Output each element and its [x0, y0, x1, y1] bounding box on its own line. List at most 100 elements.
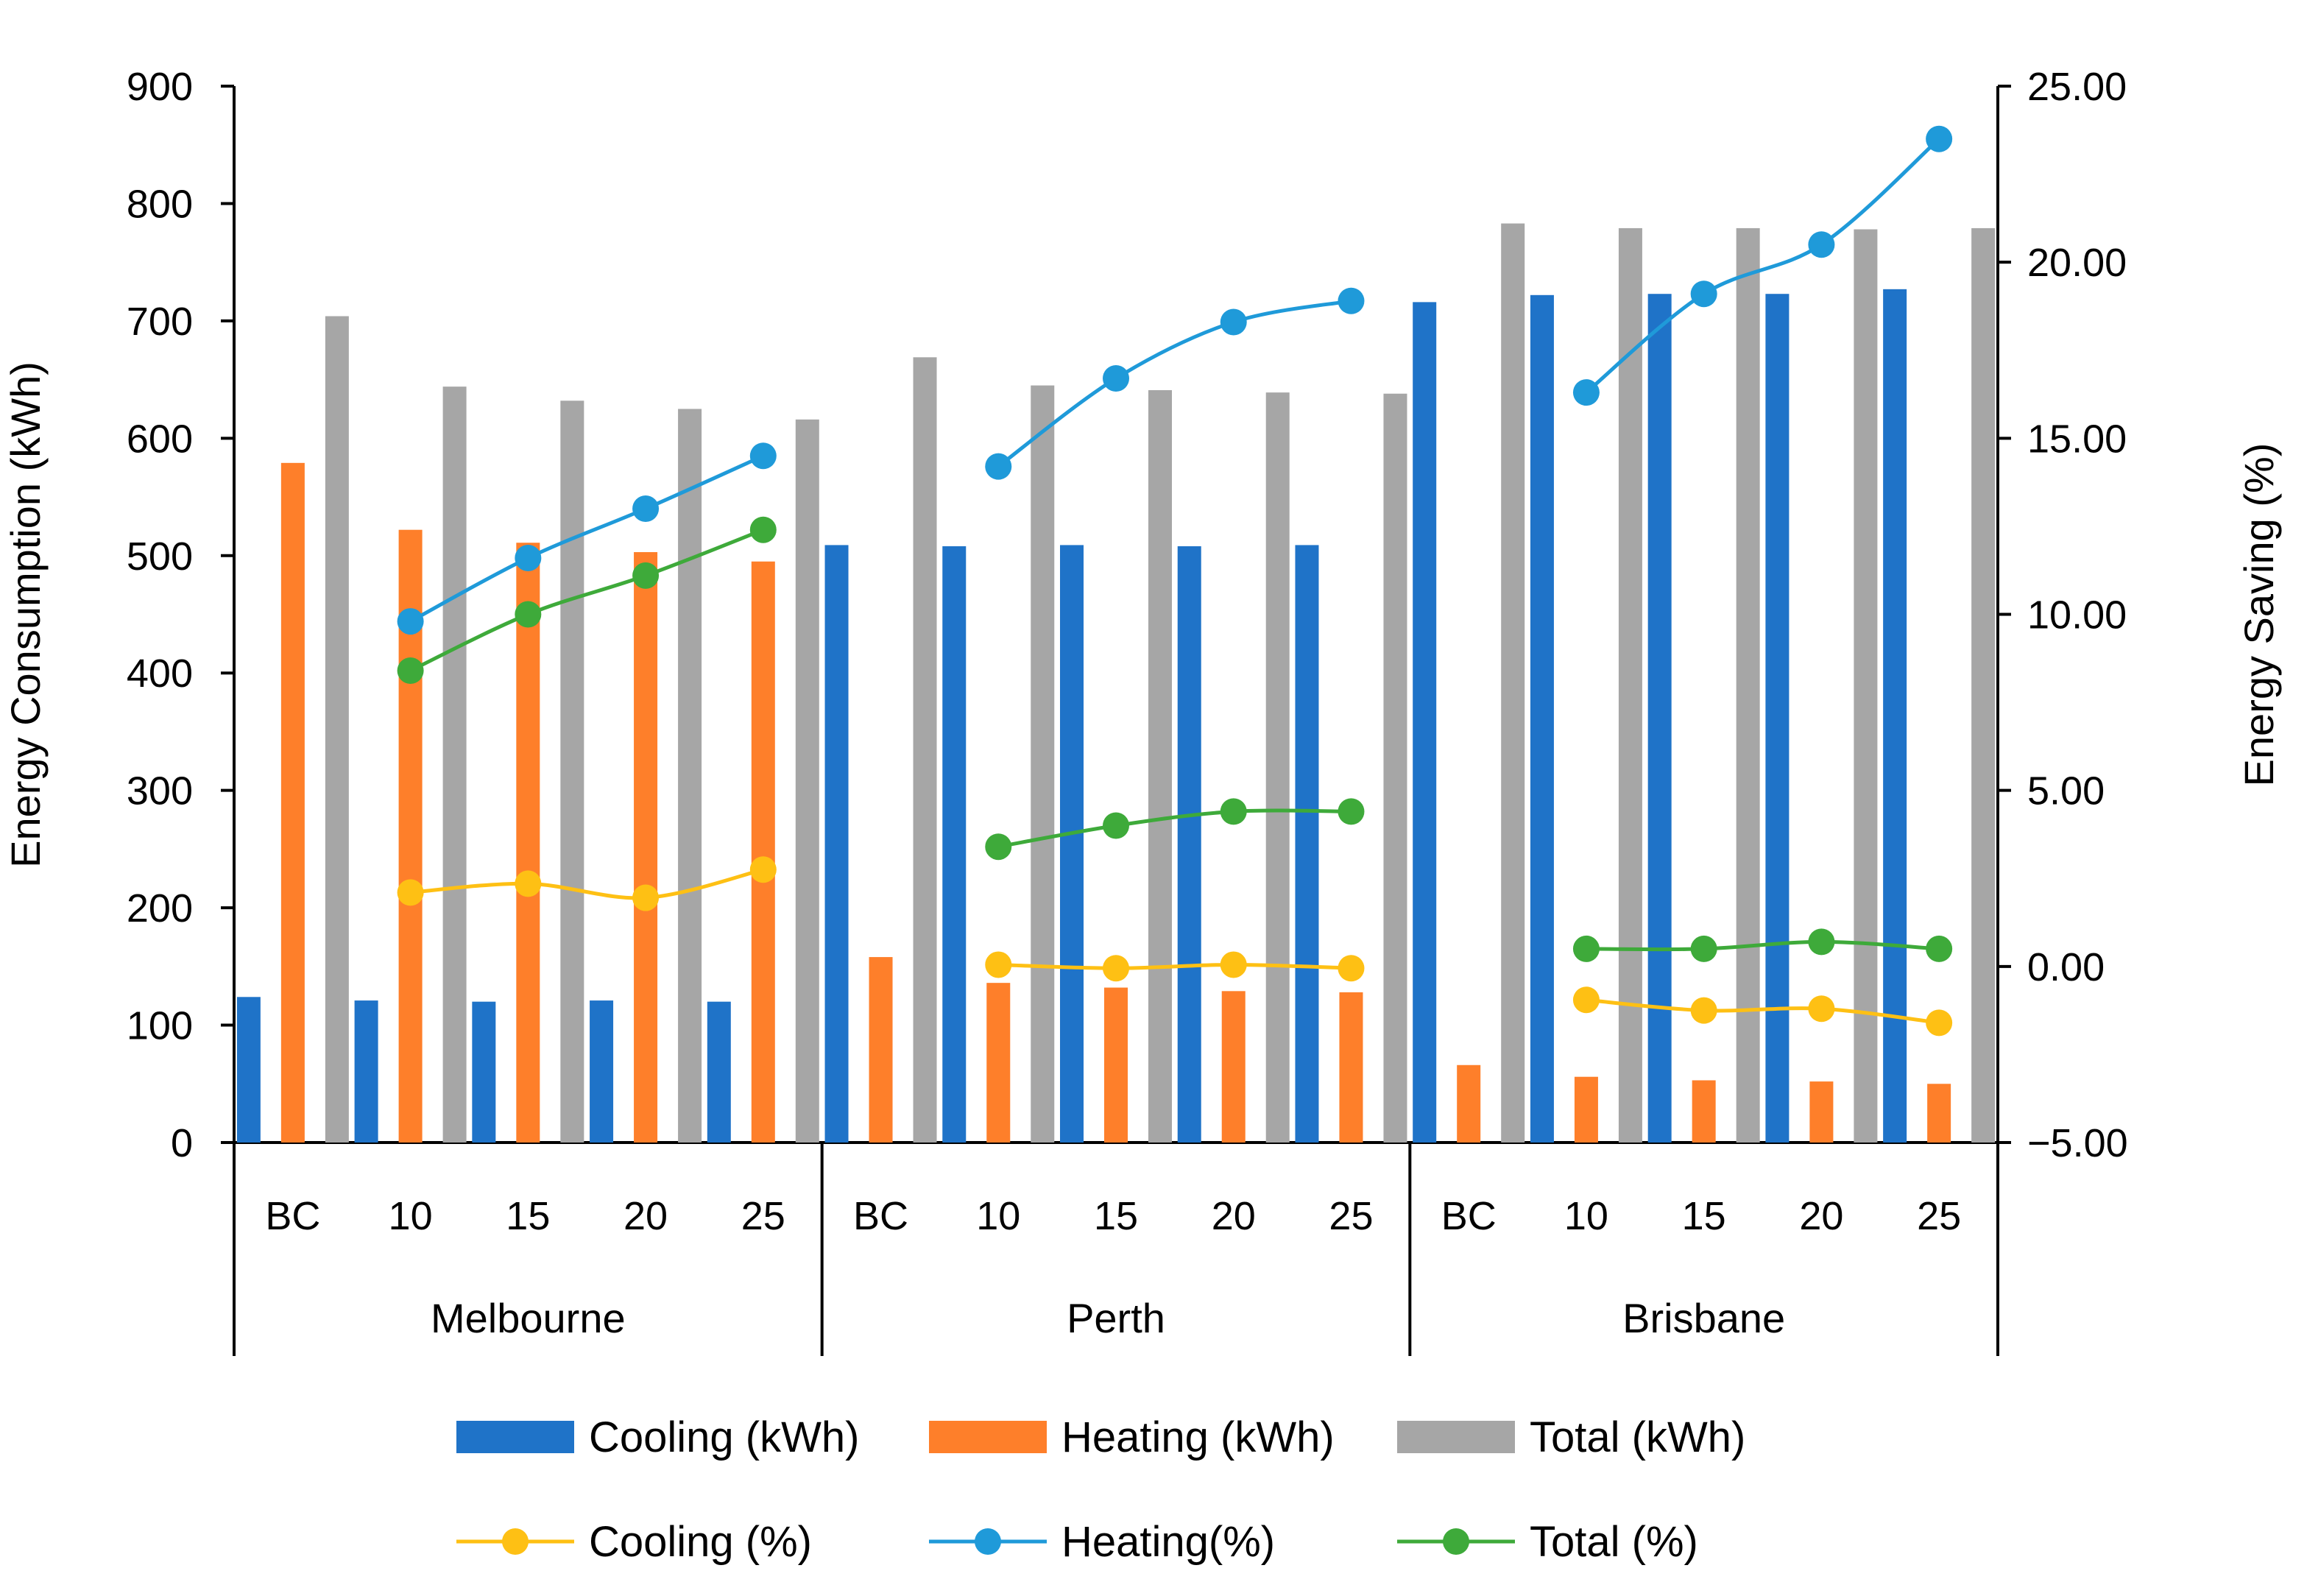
group-label: Perth — [1067, 1295, 1165, 1341]
x-tick-label: 25 — [1917, 1194, 1961, 1238]
legend-label: Cooling (%) — [589, 1518, 812, 1566]
y-tick-label: 0 — [171, 1121, 193, 1165]
point-heating — [1338, 287, 1365, 314]
legend-swatch — [456, 1421, 574, 1453]
bar-total-kwh — [325, 316, 349, 1143]
point-total — [397, 657, 424, 685]
point-total — [1690, 935, 1717, 962]
line-cooling — [1586, 998, 1940, 1025]
x-tick-label: BC — [853, 1194, 908, 1238]
bar-heating-kwh — [280, 462, 305, 1143]
bars-layer — [236, 223, 1996, 1143]
bar-total-kwh — [1854, 229, 1878, 1143]
point-total — [1338, 798, 1365, 825]
bar-total-kwh — [1383, 393, 1407, 1143]
bar-heating-kwh — [869, 957, 893, 1143]
lines-layer — [397, 125, 1953, 1037]
point-heating — [515, 544, 542, 571]
point-heating — [1103, 365, 1129, 392]
bar-cooling-kwh — [942, 546, 967, 1143]
y2-tick-label: 5.00 — [2027, 769, 2105, 813]
point-cooling — [1103, 955, 1129, 982]
bar-heating-kwh — [1809, 1081, 1834, 1143]
point-total — [1808, 928, 1835, 956]
line-total — [409, 528, 764, 673]
bar-cooling-kwh — [1295, 545, 1319, 1143]
point-cooling — [1808, 995, 1835, 1023]
point-heating — [1690, 280, 1717, 308]
bar-heating-kwh — [986, 983, 1011, 1143]
line-total — [997, 808, 1352, 849]
bar-total-kwh — [1031, 385, 1055, 1143]
line-cooling — [998, 962, 1352, 970]
x-tick-label: 20 — [1799, 1194, 1843, 1238]
point-heating — [985, 453, 1012, 480]
y2-tick-label: 25.00 — [2027, 65, 2127, 109]
y2-tick-label: −5.00 — [2027, 1121, 2128, 1165]
line-heating — [409, 453, 764, 624]
legend-label: Total (kWh) — [1530, 1413, 1745, 1461]
y2-tick-label: 15.00 — [2027, 417, 2127, 461]
point-cooling — [1572, 986, 1600, 1014]
bar-cooling-kwh — [354, 1000, 378, 1143]
point-total — [1103, 812, 1129, 839]
point-cooling — [1338, 955, 1365, 982]
bar-total-kwh — [1971, 227, 1996, 1143]
bar-cooling-kwh — [1413, 302, 1437, 1143]
bar-total-kwh — [1501, 223, 1525, 1143]
point-heating — [397, 608, 424, 635]
bar-cooling-kwh — [1647, 294, 1672, 1143]
x-tick-label: 15 — [1094, 1194, 1138, 1238]
x-tick-label: 15 — [1682, 1194, 1726, 1238]
x-tick-label: 20 — [1212, 1194, 1256, 1238]
point-heating — [632, 495, 660, 522]
point-cooling — [632, 884, 660, 911]
legend-swatch — [1397, 1421, 1515, 1453]
line-total — [1586, 939, 1940, 952]
bar-heating-kwh — [1457, 1064, 1481, 1143]
y-tick-label: 200 — [127, 886, 193, 931]
group-label: Melbourne — [431, 1295, 626, 1341]
bar-cooling-kwh — [236, 997, 261, 1143]
bar-cooling-kwh — [472, 1001, 496, 1143]
bar-total-kwh — [678, 409, 702, 1143]
bar-heating-kwh — [1221, 991, 1246, 1143]
point-heating — [1220, 308, 1247, 336]
bar-heating-kwh — [634, 551, 658, 1143]
y-tick-label: 600 — [127, 417, 193, 461]
y2-tick-label: 20.00 — [2027, 241, 2127, 285]
bar-total-kwh — [1148, 389, 1172, 1143]
bar-total-kwh — [913, 357, 937, 1143]
legend-label: Heating (kWh) — [1061, 1413, 1335, 1461]
x-tick-label: 10 — [389, 1194, 433, 1238]
y-tick-label: 300 — [127, 769, 193, 813]
legend-marker — [1443, 1528, 1469, 1555]
x-tick-label: 25 — [741, 1194, 785, 1238]
point-total — [1572, 935, 1600, 962]
bar-total-kwh — [1618, 227, 1642, 1143]
line-cooling — [410, 867, 764, 900]
y2-tick-label: 10.00 — [2027, 593, 2127, 638]
legend-label: Cooling (kWh) — [589, 1413, 859, 1461]
legend-label: Total (%) — [1530, 1518, 1698, 1566]
legend-swatch — [929, 1421, 1047, 1453]
y-tick-label: 800 — [127, 182, 193, 226]
bar-cooling-kwh — [707, 1001, 731, 1143]
y2-axis-title: Energy Saving (%) — [2236, 443, 2282, 787]
bar-cooling-kwh — [824, 545, 849, 1143]
x-tick-label: BC — [265, 1194, 320, 1238]
line-heating — [997, 299, 1352, 468]
labels-layer: 0 100 200 300 400 500 600 700 800 900 −5.00 0.00 5.0… — [127, 65, 2128, 1341]
legend-marker — [975, 1528, 1001, 1555]
point-cooling — [1220, 951, 1247, 978]
y-tick-label: 100 — [127, 1004, 193, 1048]
point-cooling — [397, 879, 424, 906]
x-tick-label: 10 — [976, 1194, 1020, 1238]
bar-heating-kwh — [1574, 1076, 1598, 1143]
point-heating — [1572, 379, 1600, 406]
bar-heating-kwh — [1927, 1084, 1951, 1143]
line-heating — [1585, 137, 1940, 395]
point-cooling — [749, 856, 777, 883]
point-cooling — [515, 870, 542, 897]
